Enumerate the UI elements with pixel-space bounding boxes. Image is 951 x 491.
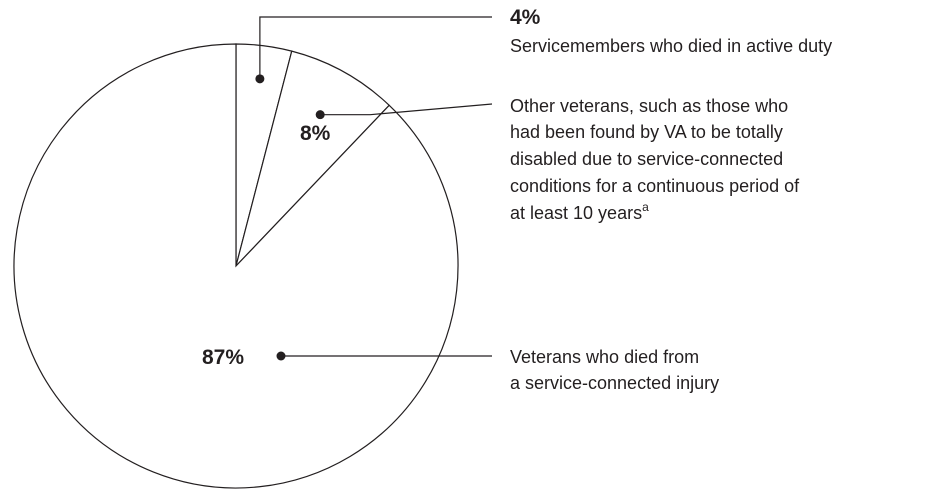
slice-8-description-line-5: at least 10 yearsa — [510, 200, 649, 223]
footnote-marker: a — [642, 200, 649, 214]
slice-8-description-line-4: conditions for a continuous period of — [510, 176, 800, 196]
slice-8-description-line-1: Other veterans, such as those who — [510, 96, 788, 116]
slice-8-leader-line — [320, 103, 493, 116]
slice-4-description: Servicemembers who died in active duty — [510, 36, 832, 56]
slice-87-percent-label: 87% — [202, 346, 244, 369]
slice-4-percent-label: 4% — [510, 6, 541, 29]
slice-8-description-line-2: had been found by VA to be totally — [510, 122, 783, 142]
pie-slice-87 — [13, 43, 459, 489]
slice-8-description-line-3: disabled due to service-connected — [510, 149, 783, 169]
slice-4-leader-line — [259, 16, 492, 79]
pie-slices — [13, 43, 459, 489]
slice-87-description-line-2: a service-connected injury — [510, 373, 719, 393]
pie-slice-8 — [234, 50, 391, 269]
slice-87-description-line-1: Veterans who died from — [510, 347, 699, 367]
slice-8-percent-label: 8% — [300, 122, 331, 145]
slice-8-description-line-5-text: at least 10 years — [510, 203, 642, 223]
